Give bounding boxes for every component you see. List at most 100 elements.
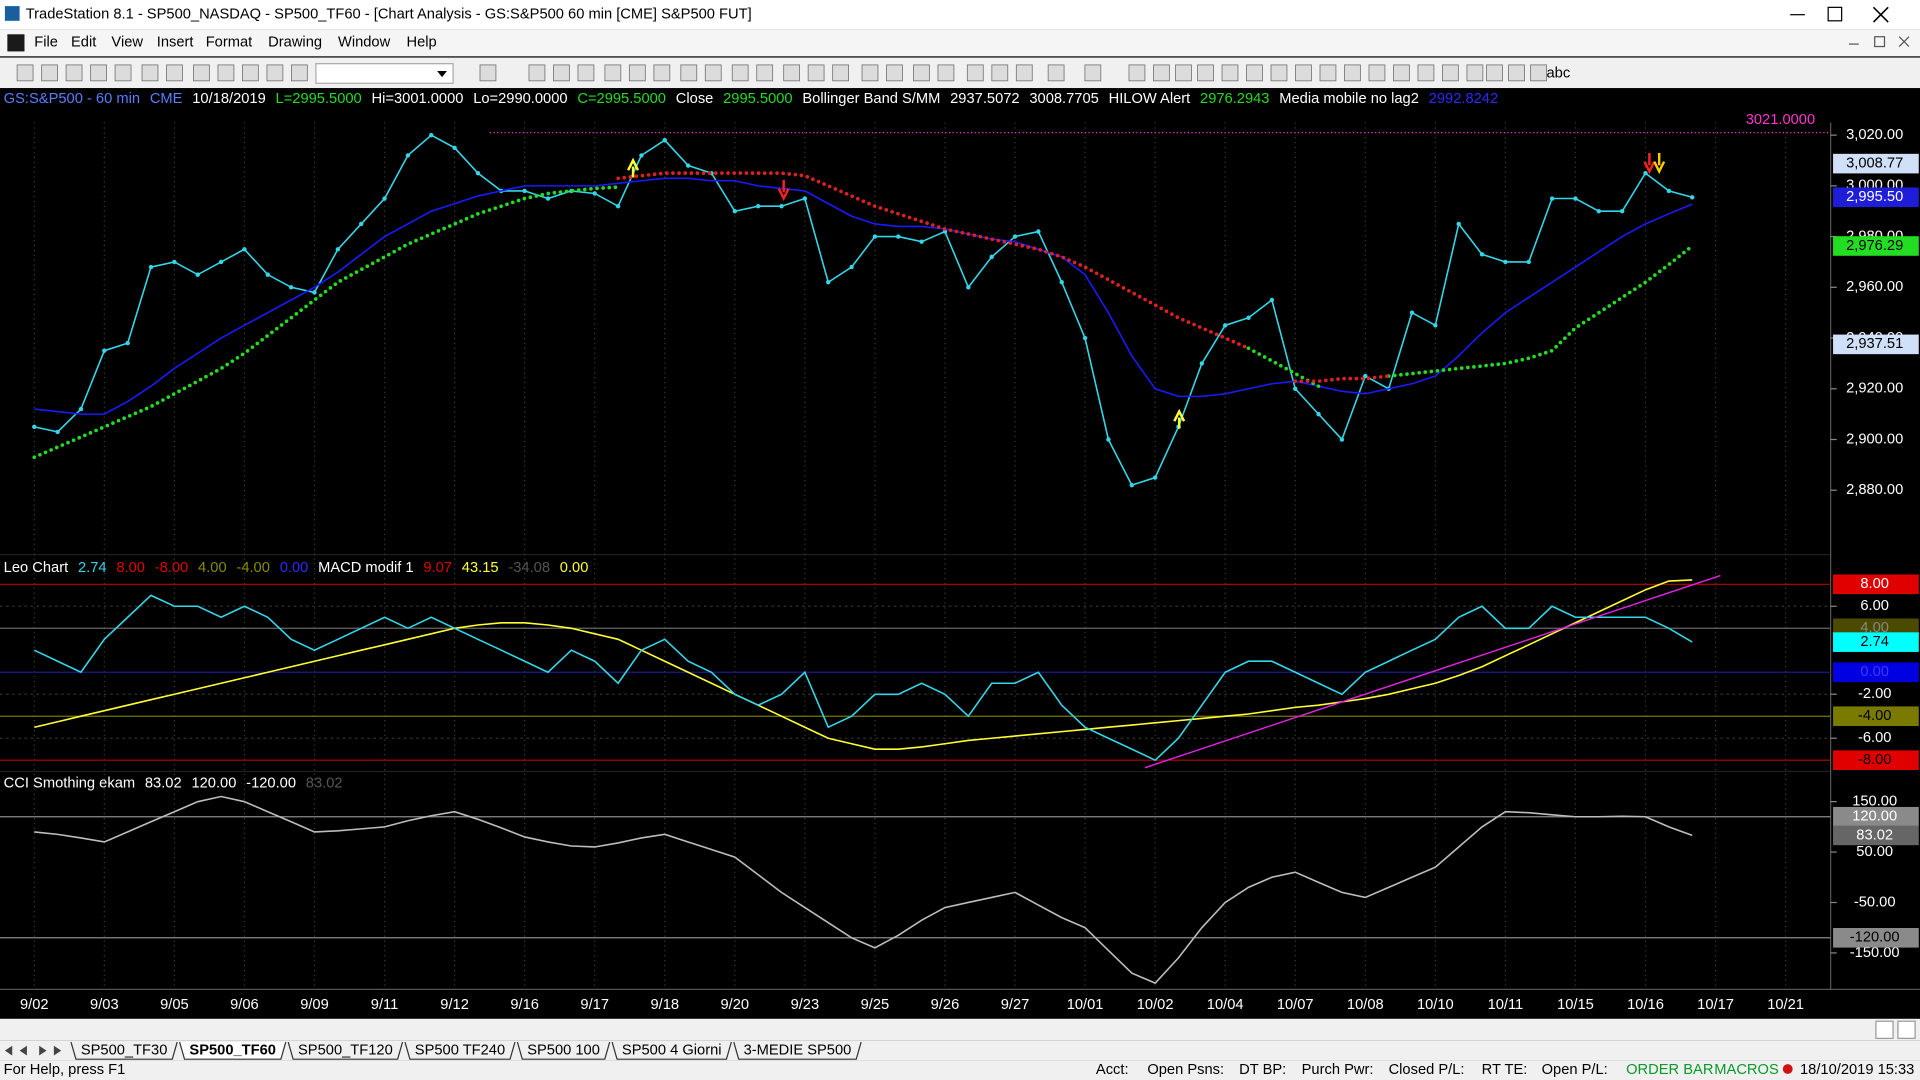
- tab[interactable]: SP500 4 Giorni: [611, 1041, 732, 1060]
- mdi-controls[interactable]: [1848, 36, 1910, 48]
- toolbar-button[interactable]: [141, 64, 159, 82]
- x-tick-label: 9/17: [580, 997, 609, 1013]
- toolbar-button[interactable]: [1466, 64, 1484, 82]
- toolbar-button[interactable]: [41, 64, 58, 82]
- toolbar-button[interactable]: [1295, 64, 1312, 82]
- toolbar-button[interactable]: [756, 64, 774, 82]
- scrollbar[interactable]: [0, 1018, 1920, 1041]
- toolbar-button[interactable]: [1344, 64, 1361, 82]
- tab-outline: [287, 1041, 404, 1060]
- toolbar-button[interactable]: [242, 64, 259, 82]
- toolbar-button[interactable]: [913, 64, 930, 82]
- toolbar-button[interactable]: [1319, 64, 1337, 82]
- toolbar-button[interactable]: [1246, 64, 1263, 82]
- menu-item[interactable]: Drawing: [268, 35, 322, 51]
- menu-item[interactable]: Help: [407, 35, 437, 51]
- tab[interactable]: SP500_TF60: [179, 1041, 287, 1060]
- window-controls[interactable]: [1790, 6, 1889, 23]
- toolbar-button[interactable]: [1015, 64, 1033, 82]
- toolbar-button[interactable]: [1393, 64, 1410, 82]
- toolbar-button[interactable]: [628, 64, 646, 82]
- toolbar-button[interactable]: [1417, 64, 1435, 82]
- macros[interactable]: MACROS: [1714, 1062, 1779, 1078]
- toolbar-button[interactable]: [1153, 64, 1170, 82]
- toolbar-button[interactable]: [166, 64, 183, 82]
- tab-nav-button[interactable]: [39, 1045, 47, 1056]
- series-line: [616, 171, 1391, 384]
- toolbar-button[interactable]: [704, 64, 722, 82]
- toolbar-button[interactable]: [479, 64, 497, 82]
- data-point: [1293, 386, 1298, 391]
- level-box: [1833, 825, 1919, 846]
- menu-item[interactable]: View: [111, 35, 143, 51]
- scroll-button[interactable]: [1897, 1020, 1916, 1039]
- tab[interactable]: SP500_TF30: [70, 1041, 178, 1060]
- toolbar-button[interactable]: [783, 64, 801, 82]
- tab-nav-button[interactable]: [4, 1045, 13, 1056]
- y-tick-label: -6.00: [1858, 730, 1891, 746]
- toolbar-button[interactable]: [65, 64, 83, 82]
- tab-nav-button[interactable]: [19, 1045, 27, 1056]
- menu-item[interactable]: Window: [338, 35, 391, 51]
- level-box: [1833, 806, 1919, 827]
- toolbar-button[interactable]: [886, 64, 903, 82]
- toolbar-button[interactable]: [16, 64, 34, 82]
- toolbar-button[interactable]: [114, 64, 132, 82]
- tab[interactable]: SP500 100: [516, 1041, 611, 1060]
- toolbar-button[interactable]: [653, 64, 671, 82]
- toolbar-button[interactable]: [553, 64, 570, 82]
- toolbar-button[interactable]: [966, 64, 984, 82]
- toolbar-button[interactable]: [528, 64, 546, 82]
- tab[interactable]: 3-MEDIE SP500: [733, 1041, 862, 1060]
- toolbar-button[interactable]: [991, 64, 1009, 82]
- toolbar-button[interactable]: [1530, 64, 1547, 82]
- toolbar-button[interactable]: [1084, 64, 1102, 82]
- text-tool[interactable]: abc: [1547, 65, 1571, 81]
- toolbar-button[interactable]: [291, 64, 308, 82]
- toolbar-button[interactable]: [1175, 64, 1192, 82]
- menu-item[interactable]: Format: [206, 35, 253, 51]
- mdi-restore[interactable]: [1874, 36, 1886, 48]
- x-tick-label: 9/03: [90, 997, 119, 1013]
- y-tick-label: 2,960.00: [1846, 279, 1903, 295]
- menu-item[interactable]: Insert: [157, 35, 194, 51]
- toolbar-button[interactable]: [1368, 64, 1386, 82]
- scroll-button[interactable]: [1875, 1020, 1894, 1039]
- legend-text: 2.74: [78, 560, 107, 576]
- mdi-close[interactable]: [1898, 36, 1910, 47]
- legend-text: L=2995.5000: [276, 91, 362, 107]
- toolbar-button[interactable]: [1197, 64, 1214, 82]
- legend-text: -8.00: [155, 560, 188, 576]
- toolbar-button[interactable]: [861, 64, 879, 82]
- tab-outline: [70, 1041, 178, 1060]
- tab[interactable]: SP500_TF120: [287, 1041, 404, 1060]
- close-button[interactable]: [1872, 6, 1889, 23]
- toolbar-button[interactable]: [731, 64, 749, 82]
- toolbar-button[interactable]: [217, 64, 235, 82]
- toolbar-button[interactable]: [1221, 64, 1239, 82]
- toolbar-button[interactable]: [604, 64, 622, 82]
- status-bar-content: For Help, press F1 Acct: Open Psns: DT B…: [4, 1062, 1915, 1078]
- toolbar-button[interactable]: [1128, 64, 1146, 82]
- symbol-dropdown[interactable]: [315, 63, 454, 84]
- toolbar-button[interactable]: [266, 64, 284, 82]
- order-bar[interactable]: ORDER BAR: [1626, 1062, 1713, 1078]
- toolbar-button[interactable]: [807, 64, 825, 82]
- toolbar-button[interactable]: [1508, 64, 1525, 82]
- menu-item[interactable]: Edit: [71, 35, 96, 51]
- toolbar-button[interactable]: [832, 64, 849, 82]
- toolbar-button[interactable]: [577, 64, 595, 82]
- tab-nav-button[interactable]: [53, 1045, 62, 1056]
- toolbar-button[interactable]: [1442, 64, 1459, 82]
- toolbar-button[interactable]: [1486, 64, 1503, 82]
- menu-item[interactable]: File: [34, 35, 58, 51]
- toolbar-button[interactable]: [937, 64, 955, 82]
- toolbar-button[interactable]: [90, 64, 107, 82]
- restore-button[interactable]: [1827, 6, 1843, 22]
- data-point: [1573, 196, 1578, 201]
- toolbar-button[interactable]: [193, 64, 210, 82]
- toolbar-button[interactable]: [680, 64, 698, 82]
- tab[interactable]: SP500 TF240: [404, 1041, 516, 1060]
- toolbar-button[interactable]: [1047, 64, 1065, 82]
- toolbar-button[interactable]: [1270, 64, 1288, 82]
